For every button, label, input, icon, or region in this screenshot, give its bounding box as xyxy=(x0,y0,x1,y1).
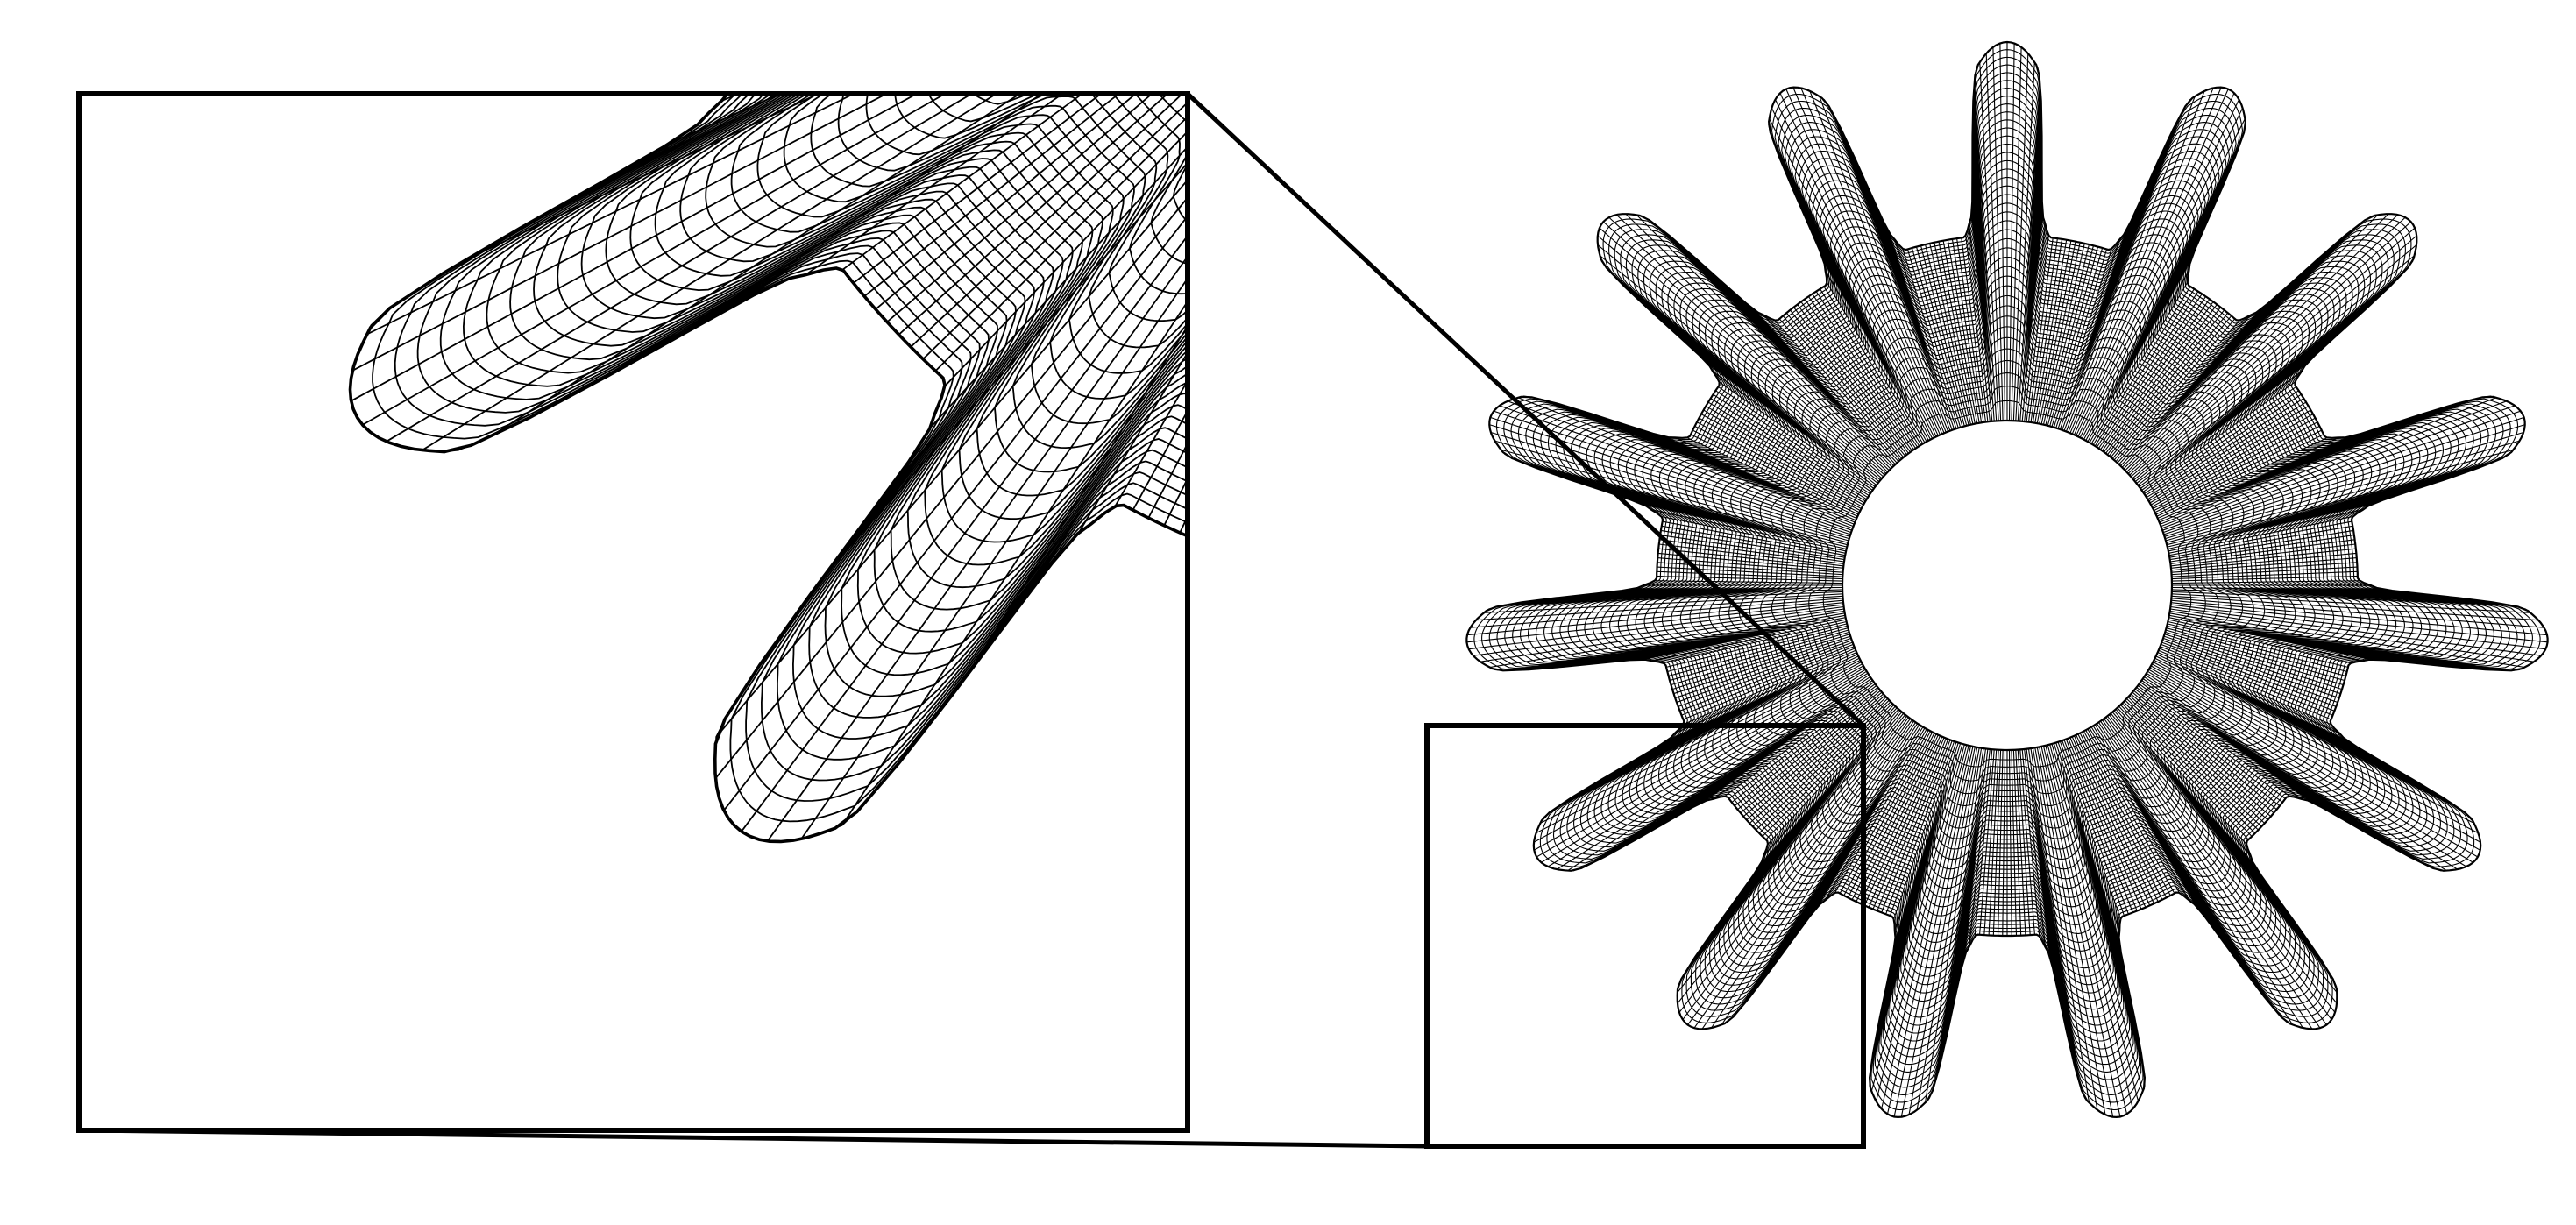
connector-line-top xyxy=(1186,92,1865,727)
inset-frame xyxy=(76,91,1190,1133)
zoom-region-box xyxy=(1424,723,1866,1149)
mesh-spokes xyxy=(351,94,1188,842)
inset-gear-mesh xyxy=(348,94,1188,844)
inset-background xyxy=(79,94,1188,1130)
center-bore xyxy=(1841,419,2174,752)
mesh-spokes xyxy=(1466,42,2548,1117)
gear-mesh xyxy=(1465,40,2549,1119)
gear-outline xyxy=(1465,40,2549,1119)
